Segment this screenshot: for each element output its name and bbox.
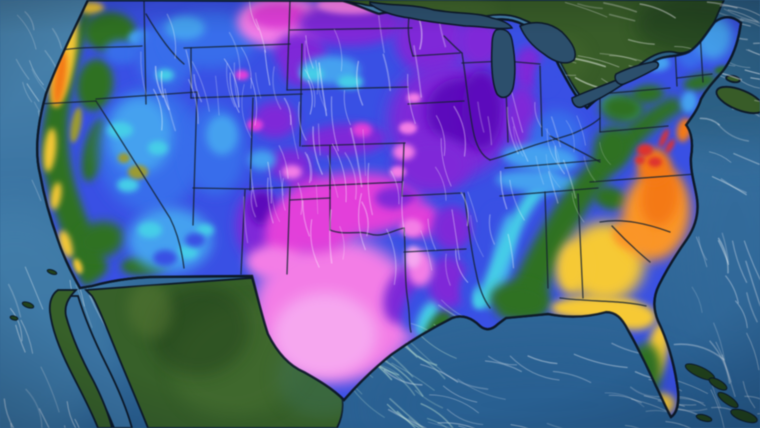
south-dakota-cyan-2 [337, 75, 363, 89]
virginia-red-spot-1 [637, 144, 653, 156]
nv-olive-2 [118, 153, 130, 163]
wyoming-magenta-dot [235, 70, 249, 80]
colorado-lightblue [248, 150, 276, 170]
utah-lightblue [206, 115, 238, 155]
oklahoma-purple-ne [375, 187, 415, 209]
montana-lightblue [165, 16, 205, 40]
az-blue-2 [185, 233, 205, 247]
virginia-red-spot-3 [635, 156, 645, 164]
az-blue-1 [153, 250, 177, 266]
lake-michigan [490, 28, 516, 99]
id-cyan [156, 69, 174, 81]
nebraska-magenta-spot [352, 123, 372, 137]
virginia-red-spot-2 [648, 157, 662, 167]
louisiana-pink-light [405, 246, 421, 268]
colorado-pink-spot [282, 165, 302, 179]
nv-cyan-2 [148, 141, 168, 155]
nv-cyan-3 [117, 178, 139, 192]
iowa-pink-spot-1 [399, 122, 417, 134]
az-cyan-1 [138, 222, 162, 238]
